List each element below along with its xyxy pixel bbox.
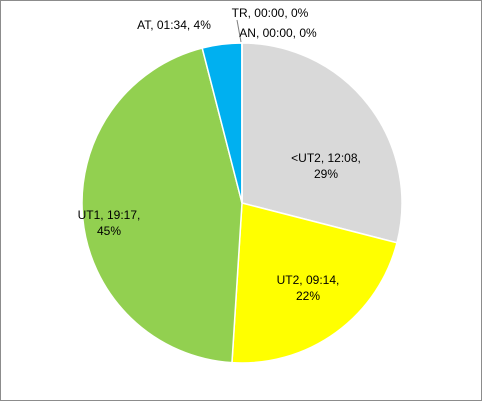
pie-slice (241, 42, 403, 244)
pie-slice (231, 202, 398, 364)
leader-line (236, 19, 242, 43)
data-label: TR, 00:00, 0% (231, 6, 309, 20)
data-label: UT2, 09:14, 22% (276, 273, 340, 303)
data-label: <UT2, 12:08, 29% (291, 151, 361, 181)
data-label: AN, 00:00, 0% (239, 26, 317, 40)
data-label: UT1, 19:17, 45% (77, 208, 141, 238)
pie-slice (81, 47, 243, 364)
data-label: AT, 01:34, 4% (137, 18, 211, 32)
